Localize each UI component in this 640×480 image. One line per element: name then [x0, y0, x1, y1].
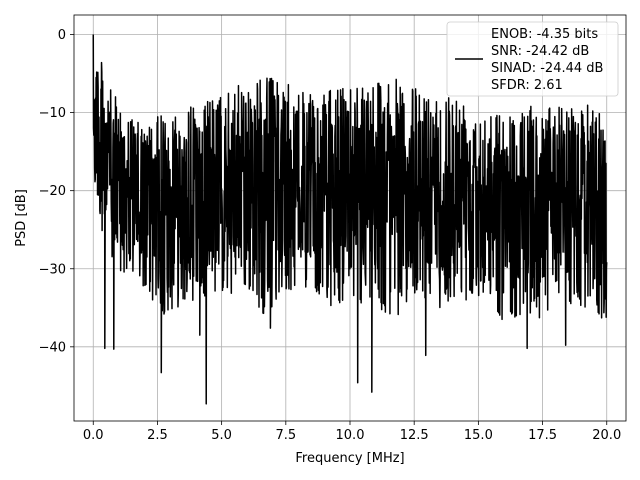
y-tick-label: 0 — [58, 28, 66, 43]
x-tick-label: 10.0 — [336, 428, 365, 443]
y-tick-label: −20 — [39, 184, 66, 199]
x-tick-label: 15.0 — [464, 428, 493, 443]
x-tick-label: 17.5 — [528, 428, 557, 443]
y-axis-label: PSD [dB] — [14, 189, 29, 247]
legend-enob: ENOB: -4.35 bits — [491, 27, 598, 42]
legend: ENOB: -4.35 bits SNR: -24.42 dB SINAD: -… — [446, 21, 619, 97]
legend-sfdr: SFDR: 2.61 — [491, 78, 563, 93]
legend-snr: SNR: -24.42 dB — [491, 44, 589, 59]
x-tick-label: 20.0 — [592, 428, 621, 443]
y-tick-label: −30 — [39, 262, 66, 277]
x-tick-label: 12.5 — [400, 428, 429, 443]
y-axis-ticks: 0 −10 −20 −30 −40 — [39, 28, 74, 355]
x-tick-label: 2.5 — [147, 428, 168, 443]
x-tick-label: 5.0 — [211, 428, 232, 443]
x-axis-label: Frequency [MHz] — [295, 451, 404, 466]
x-tick-label: 7.5 — [275, 428, 296, 443]
x-tick-label: 0.0 — [83, 428, 104, 443]
y-tick-label: −40 — [39, 340, 66, 355]
y-tick-label: −10 — [39, 106, 66, 121]
plot-area — [92, 34, 608, 405]
legend-box — [446, 21, 619, 97]
psd-series-line — [92, 34, 608, 405]
legend-sinad: SINAD: -24.44 dB — [491, 61, 603, 76]
x-axis-ticks: 0.0 2.5 5.0 7.5 10.0 12.5 15.0 17.5 20.0 — [83, 421, 621, 443]
